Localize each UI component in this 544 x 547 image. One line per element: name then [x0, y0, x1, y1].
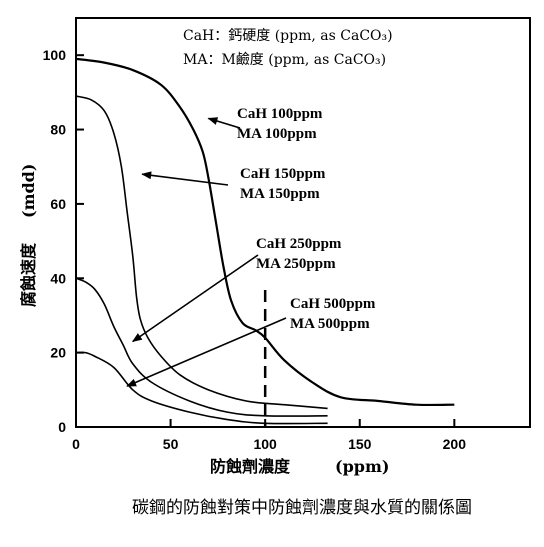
series-label: MA 250ppm	[256, 256, 336, 272]
legend-notes: CaH：鈣硬度 (ppm, as CaCO₃) MA：M鹼度 (ppm, as …	[183, 28, 393, 68]
series-line	[75, 351, 328, 425]
x-axis-unit: (ppm)	[335, 457, 389, 476]
plot-frame	[75, 17, 531, 428]
series-line	[75, 277, 328, 417]
curves: CaH 100ppm MA 100ppm CaH 150ppm MA 150ppm Ca…	[75, 57, 455, 427]
annotation-arrow	[207, 117, 241, 129]
legend-note: MA：M鹼度 (ppm, as CaCO₃)	[183, 51, 386, 68]
series-line	[75, 95, 328, 410]
axes: 0 50 100 150 200 0 20 40 60 80 100	[43, 17, 531, 452]
series-label: CaH 150ppm	[240, 166, 326, 182]
series-label: MA 150ppm	[240, 186, 320, 202]
series-label: CaH 500ppm	[290, 296, 376, 312]
x-axis-title: 防蝕劑濃度	[210, 457, 291, 476]
series-label: CaH 250ppm	[256, 236, 342, 252]
figure-caption: 碳鋼的防蝕對策中防蝕劑濃度與水質的關係圖	[132, 498, 472, 518]
y-tick-label: 60	[50, 196, 66, 212]
y-tick-label: 80	[50, 122, 66, 138]
x-tick-label: 150	[348, 436, 372, 452]
y-axis-unit: (mdd)	[19, 164, 38, 218]
y-tick-label: 0	[58, 419, 66, 435]
series-label: MA 500ppm	[290, 316, 370, 332]
y-tick-label: 40	[50, 270, 66, 286]
series-label: MA 100ppm	[237, 126, 317, 142]
y-axis-title: 腐蝕速度	[19, 242, 38, 307]
annotation-arrow	[131, 254, 259, 343]
legend-note: CaH：鈣硬度 (ppm, as CaCO₃)	[183, 28, 393, 44]
x-tick-label: 0	[72, 436, 80, 452]
annotation-arrow	[126, 317, 287, 387]
x-tick-label: 100	[253, 436, 277, 452]
series-line	[75, 57, 455, 407]
y-tick-label: 20	[50, 345, 66, 361]
y-tick-label: 100	[43, 47, 67, 63]
x-tick-label: 200	[443, 436, 467, 452]
annotation-arrow	[141, 171, 229, 186]
x-tick-label: 50	[163, 436, 179, 452]
series-label: CaH 100ppm	[237, 106, 323, 122]
